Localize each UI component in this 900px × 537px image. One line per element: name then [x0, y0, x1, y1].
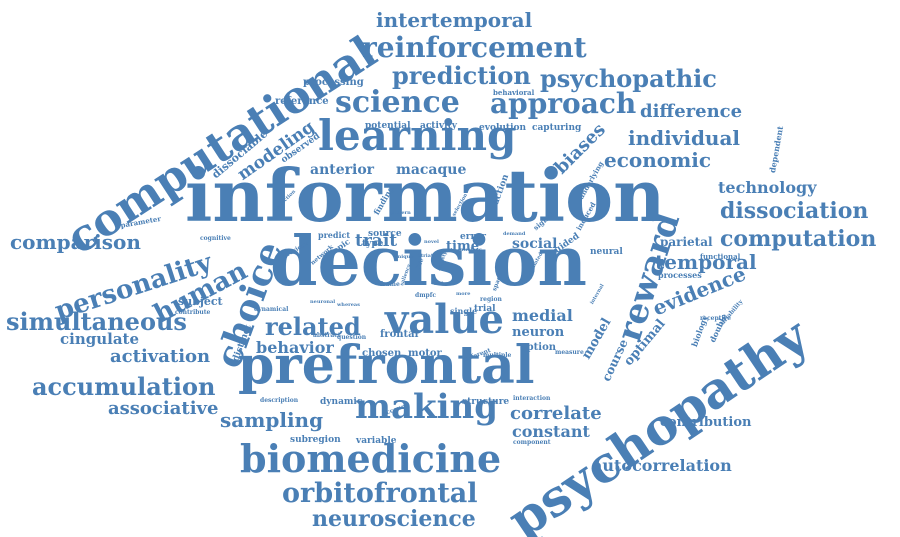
word-trial: trial	[474, 304, 496, 314]
word-reference: reference	[275, 96, 329, 107]
word-single: single	[450, 306, 478, 316]
word-more: more	[456, 291, 471, 297]
word-orbitofrontal: orbitofrontal	[282, 478, 478, 509]
word-capturing: capturing	[532, 123, 582, 133]
word-source: source	[368, 229, 402, 239]
word-demand: demand	[503, 231, 526, 237]
word-simultaneous: simultaneous	[6, 307, 187, 336]
word-functional: functional	[700, 252, 741, 261]
word-prediction: prediction	[392, 61, 531, 90]
word-predict: predict	[318, 230, 351, 240]
word-activation: activation	[110, 346, 211, 367]
word-interaction: interaction	[513, 395, 551, 402]
word-constant: constant	[512, 422, 590, 441]
word-type: type	[362, 239, 384, 249]
word-cingulate: cingulate	[60, 330, 140, 348]
word-information: information	[185, 153, 666, 238]
word-subregion: subregion	[290, 435, 341, 445]
word-macaque: macaque	[396, 162, 467, 178]
word-pattern: pattern	[390, 210, 411, 216]
word-region: region	[480, 296, 502, 303]
word-frontal: frontal	[380, 329, 419, 340]
word-error: error	[460, 232, 486, 242]
word-comparison: comparison	[10, 230, 141, 254]
word-dmpfc: dmpfc	[415, 292, 436, 299]
word-nucleus: nucleus	[460, 247, 482, 253]
word-neuron: neuron	[512, 325, 565, 340]
word-contribute: contribute	[175, 309, 211, 316]
word-abstract: abstract	[313, 332, 341, 339]
word-temporal: temporal	[655, 250, 757, 274]
word-structure: structure	[462, 397, 510, 407]
word-linked: linked	[434, 281, 452, 287]
word-decision: decision	[270, 222, 587, 302]
word-computation: computation	[720, 226, 877, 252]
word-whereas: whereas	[337, 302, 360, 308]
word-contribution: contribution	[660, 415, 752, 430]
word-individual: individual	[628, 126, 741, 150]
word-potential: potential	[365, 121, 411, 131]
word-dissociation: dissociation	[720, 198, 869, 224]
word-economic: economic	[604, 148, 712, 172]
word-dependent: dependent	[767, 125, 786, 174]
word-dynamic: dynamic	[320, 397, 363, 407]
word-anterior: anterior	[310, 162, 375, 178]
word-approach: approach	[490, 87, 637, 120]
word-description: description	[260, 397, 299, 404]
word-processes: processes	[658, 270, 702, 280]
word-sampling: sampling	[220, 408, 324, 432]
word-difference: difference	[640, 101, 743, 122]
word-science: science	[335, 85, 460, 120]
word-frame: frame	[380, 281, 400, 288]
word-reinforcement: reinforcement	[362, 31, 587, 64]
word-correlate: correlate	[510, 403, 602, 424]
word-novel: novel	[424, 239, 439, 245]
word-making: making	[355, 387, 498, 427]
word-striatal: striatal	[418, 253, 439, 259]
word-motor: motor	[408, 348, 442, 359]
word-technology: technology	[718, 178, 817, 197]
word-trait: trait	[355, 231, 398, 251]
word-cognitive: cognitive	[200, 235, 231, 242]
word-dynamical: dynamical	[254, 306, 289, 313]
word-associative: associative	[108, 398, 219, 419]
word-option: option	[520, 342, 557, 353]
word-variable: variable	[356, 436, 397, 446]
word-accumulation: accumulation	[32, 372, 216, 401]
word-internal: internal	[589, 283, 606, 306]
word-behavioral: behavioral	[493, 88, 535, 97]
word-parietal: parietal	[660, 235, 713, 249]
word-multiple: multiple	[483, 352, 512, 359]
word-related: related	[265, 312, 361, 341]
word-chosen: chosen	[362, 348, 402, 359]
word-autocorrelation: autocorrelation	[592, 456, 732, 475]
word-behavior: behavior	[256, 338, 334, 357]
word-measure: measure	[555, 349, 584, 356]
word-social: social	[512, 236, 558, 252]
word-medial: medial	[512, 306, 573, 325]
word-neural: neural	[590, 247, 623, 257]
word-prefrontal: prefrontal	[238, 335, 535, 396]
word-value: value	[385, 296, 504, 343]
word-subject: subject	[178, 295, 223, 308]
word-time: time	[446, 239, 479, 254]
word-receptive: receptive	[700, 315, 731, 322]
word-psychopathic: psychopathic	[540, 64, 717, 93]
word-unique: unique	[394, 254, 414, 260]
word-neuronal: neuronal	[310, 299, 336, 305]
word-intertemporal: intertemporal	[376, 8, 533, 32]
word-learning: learning	[318, 111, 517, 160]
word-question: question	[337, 334, 367, 341]
word-activity: activity	[420, 121, 457, 131]
word-neuroscience: neuroscience	[312, 506, 476, 532]
word-biomedicine: biomedicine	[240, 436, 502, 481]
word-evolution: evolution	[479, 123, 527, 133]
word-component: component	[513, 439, 551, 446]
word-processing: processing	[303, 77, 364, 88]
